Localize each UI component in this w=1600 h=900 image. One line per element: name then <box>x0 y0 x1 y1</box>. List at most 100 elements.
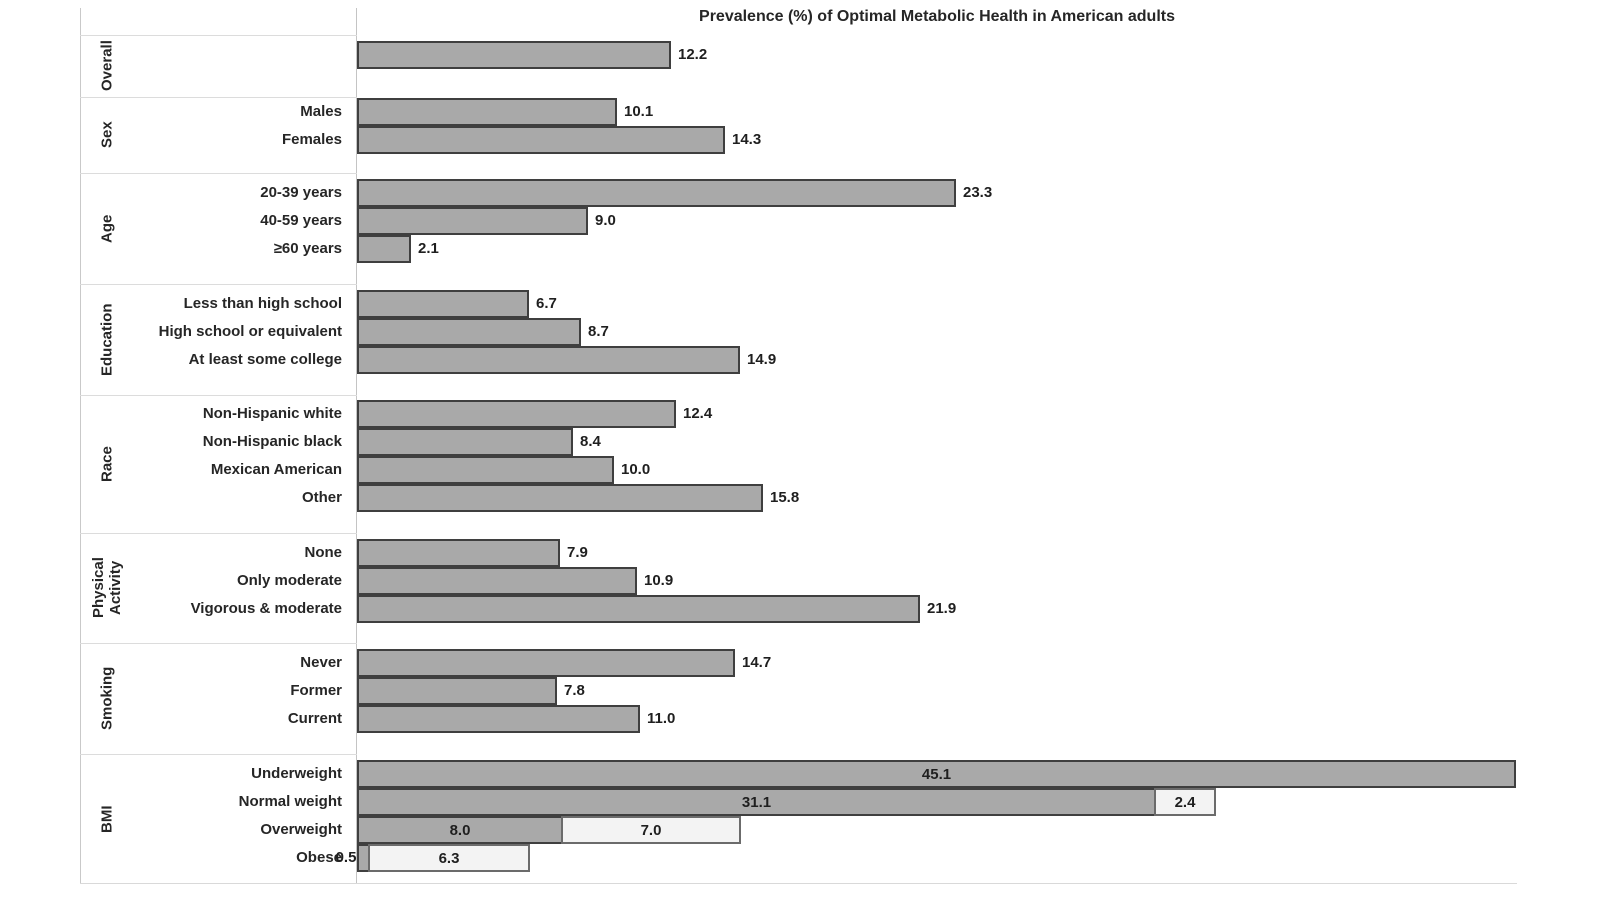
bar-row: Mexican American 10.0 <box>80 456 1600 484</box>
bar-track: 8.7 <box>357 318 609 346</box>
bar-segment-dark <box>357 649 735 677</box>
bar-track: 12.2 <box>357 41 707 69</box>
bar-track: 21.9 <box>357 595 956 623</box>
value-label: 15.8 <box>770 489 800 506</box>
bar-segment-dark <box>357 179 956 207</box>
group-separator-line <box>80 754 357 755</box>
bar-segment-dark <box>357 400 676 428</box>
row-label: None <box>304 544 343 561</box>
group-separator-line <box>80 533 357 534</box>
value-label: 7.8 <box>564 682 585 699</box>
bar-segment-light: 7.0 <box>561 816 741 844</box>
bar-row: Normal weight 31.1 2.4 <box>80 788 1600 816</box>
value-label: 0.5 <box>335 849 357 866</box>
bar-track: 45.1 <box>357 760 1516 788</box>
category-axis-line <box>356 8 357 884</box>
bar-segment-dark <box>357 595 920 623</box>
bar-group: Overall 12.2 <box>80 35 1600 97</box>
value-label: 2.1 <box>418 240 439 257</box>
value-label: 12.4 <box>683 405 713 422</box>
bar-row: Current 11.0 <box>80 705 1600 733</box>
row-label: 40-59 years <box>260 212 342 229</box>
bar-group: Age 20-39 years 23.3 40-59 years 9.0 ≥60 year… <box>80 173 1600 284</box>
bar-track: 7.9 <box>357 539 588 567</box>
bar-segment-dark <box>357 235 411 263</box>
bar-row: Less than high school 6.7 <box>80 290 1600 318</box>
bar-row: 12.2 <box>80 41 1600 69</box>
bar-group: Sex Males 10.1 Females 14.3 <box>80 97 1600 173</box>
bar-row: Underweight 45.1 <box>80 760 1600 788</box>
group-separator-line <box>80 97 357 98</box>
bar-segment-dark: 8.0 <box>357 816 563 844</box>
bar-segment-dark <box>357 705 640 733</box>
value-label: 11.0 <box>647 710 676 727</box>
bar-track: 9.0 <box>357 207 616 235</box>
bar-row: 20-39 years 23.3 <box>80 179 1600 207</box>
value-label: 12.2 <box>678 46 708 63</box>
bar-row: Males 10.1 <box>80 98 1600 126</box>
value-label: 8.7 <box>588 323 609 340</box>
group-separator-line <box>80 284 357 285</box>
bar-row: High school or equivalent 8.7 <box>80 318 1600 346</box>
bar-row: Other 15.8 <box>80 484 1600 512</box>
bar-track: 15.8 <box>357 484 799 512</box>
bar-row: Overweight 8.0 7.0 <box>80 816 1600 844</box>
row-label: Obese <box>296 849 342 866</box>
value-label: 14.9 <box>747 351 777 368</box>
bar-segment-dark <box>357 567 637 595</box>
row-label: Mexican American <box>210 461 342 478</box>
bar-row: Non-Hispanic black 8.4 <box>80 428 1600 456</box>
bar-track: 7.8 <box>357 677 585 705</box>
row-label: Non-Hispanic black <box>202 433 342 450</box>
bar-row: 40-59 years 9.0 <box>80 207 1600 235</box>
row-label <box>80 41 349 69</box>
value-label: 10.0 <box>621 461 651 478</box>
value-label: 10.9 <box>644 572 674 589</box>
row-label: Never <box>300 654 342 671</box>
row-label: Females <box>281 131 342 148</box>
bar-track: 11.0 <box>357 705 675 733</box>
bar-segment-dark <box>357 318 581 346</box>
value-label: 8.4 <box>580 433 601 450</box>
chart-title: Prevalence (%) of Optimal Metabolic Heal… <box>699 8 1175 25</box>
bar-segment-dark <box>357 677 557 705</box>
bar-track: 10.0 <box>357 456 650 484</box>
bar-segment-light: 2.4 <box>1154 788 1216 816</box>
bar-row: Only moderate 10.9 <box>80 567 1600 595</box>
row-label: Underweight <box>251 765 342 782</box>
bar-track: 31.1 2.4 <box>357 788 1216 816</box>
bar-track: 23.3 <box>357 179 992 207</box>
bar-segment-dark <box>357 98 617 126</box>
row-label: Overweight <box>260 821 342 838</box>
chart-left-border <box>80 8 81 884</box>
bar-segment-dark: 45.1 <box>357 760 1516 788</box>
row-label: At least some college <box>188 351 342 368</box>
row-label: Other <box>301 489 342 506</box>
bar-segment-dark: 31.1 <box>357 788 1156 816</box>
bar-segment-dark <box>357 456 614 484</box>
bar-group: Education Less than high school 6.7 High sc… <box>80 284 1600 395</box>
bar-track: 12.4 <box>357 400 712 428</box>
row-label: Males <box>300 103 342 120</box>
bar-segment-dark <box>357 428 573 456</box>
bar-track: 14.9 <box>357 346 776 374</box>
value-label: 7.9 <box>567 544 588 561</box>
bar-segment-dark <box>357 290 529 318</box>
bar-track: 6.7 <box>357 290 557 318</box>
bar-group: Race Non-Hispanic white 12.4 Non-Hispanic b… <box>80 395 1600 533</box>
bar-track: 2.1 <box>357 235 439 263</box>
bar-track: 10.9 <box>357 567 673 595</box>
row-label: Only moderate <box>236 572 342 589</box>
row-label: Non-Hispanic white <box>202 405 342 422</box>
bar-segment-dark <box>357 207 588 235</box>
bar-row: Former 7.8 <box>80 677 1600 705</box>
bar-segment-dark <box>357 539 560 567</box>
value-label: 14.7 <box>742 654 772 671</box>
bar-row: Obese 0.5 6.3 <box>80 844 1600 872</box>
value-label: 9.0 <box>595 212 616 229</box>
value-label: 21.9 <box>927 600 957 617</box>
row-label: Vigorous & moderate <box>190 600 342 617</box>
bar-group: Physical Activity None 7.9 Only moderate 10.… <box>80 533 1600 643</box>
bar-track: 8.4 <box>357 428 601 456</box>
